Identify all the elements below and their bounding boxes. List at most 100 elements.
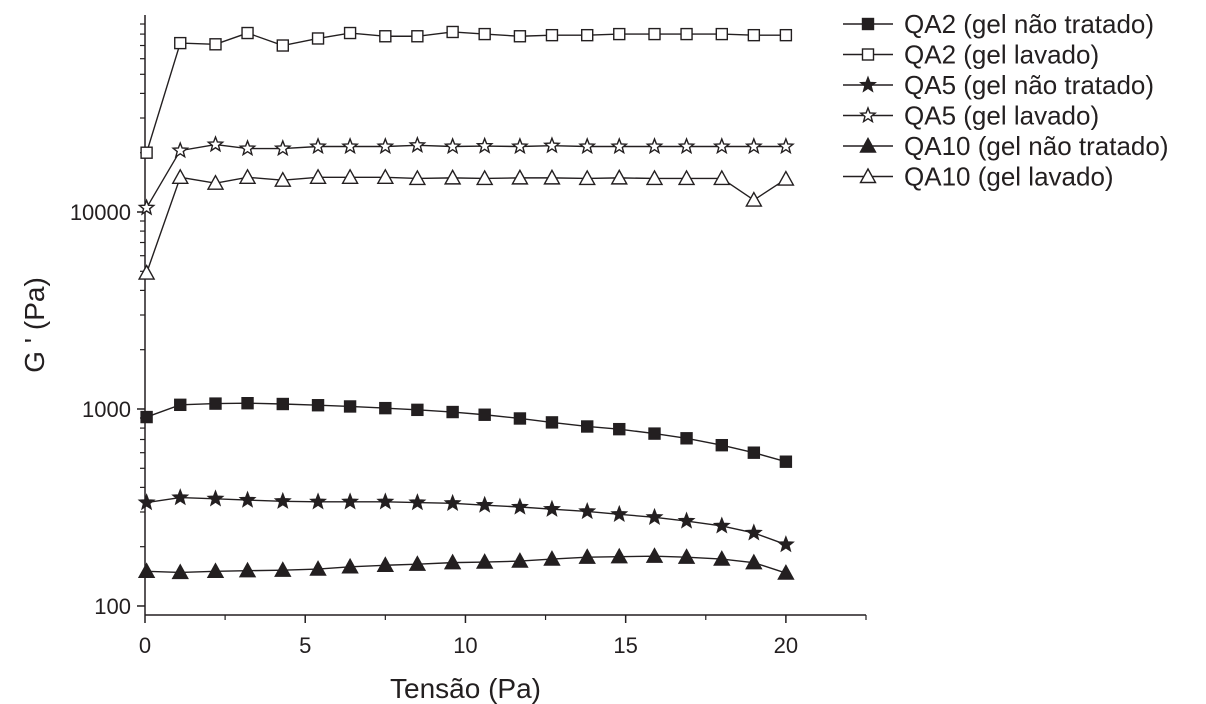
data-point xyxy=(744,137,763,155)
data-point xyxy=(379,401,392,415)
data-point xyxy=(376,492,395,510)
legend-entry: QA2 (gel não tratado) xyxy=(843,9,1154,39)
data-point xyxy=(713,169,731,186)
axis-ticks: 0 5 10 15 20 100 1000 10000 xyxy=(70,23,867,658)
legend-entry: QA5 (gel não tratado) xyxy=(843,70,1154,100)
data-point xyxy=(543,168,561,185)
data-point xyxy=(411,403,424,417)
legend-entry: QA10 (gel lavado) xyxy=(843,162,1114,192)
data-point xyxy=(171,488,190,506)
legend-label: QA10 (gel não tratado) xyxy=(904,131,1169,161)
data-point xyxy=(238,561,257,578)
data-point xyxy=(776,137,795,155)
data-point xyxy=(712,516,731,534)
data-point xyxy=(513,412,527,425)
data-point xyxy=(715,27,728,41)
series-1 xyxy=(140,25,793,159)
data-point xyxy=(341,137,360,155)
data-point xyxy=(677,169,696,186)
data-point xyxy=(745,553,763,570)
data-point xyxy=(140,146,153,159)
plot-area: 0 5 10 15 20 100 1000 10000 xyxy=(70,15,867,658)
data-point xyxy=(311,32,325,45)
data-point xyxy=(137,493,156,511)
data-point xyxy=(680,27,693,41)
data-point xyxy=(341,168,359,185)
data-point xyxy=(610,547,628,564)
data-point xyxy=(779,28,793,42)
data-point xyxy=(648,27,661,41)
data-point xyxy=(341,557,359,574)
data-point xyxy=(274,171,292,187)
legend-marker xyxy=(859,137,877,153)
data-point xyxy=(613,27,626,41)
legend-entry: QA10 (gel não tratado) xyxy=(843,131,1169,161)
legend-marker xyxy=(861,17,875,31)
legend-entry: QA2 (gel lavado) xyxy=(843,40,1099,70)
data-point xyxy=(238,490,257,508)
data-point xyxy=(446,405,459,419)
series-3 xyxy=(137,135,795,216)
data-point xyxy=(745,191,763,207)
data-point xyxy=(680,432,693,445)
data-point xyxy=(511,168,529,185)
data-point xyxy=(510,137,529,155)
data-point xyxy=(140,410,153,424)
data-point xyxy=(376,168,395,185)
data-point xyxy=(747,446,761,459)
data-point xyxy=(443,168,462,185)
series-line xyxy=(146,555,787,574)
series-0 xyxy=(140,397,793,468)
data-point xyxy=(645,507,664,525)
legend-label: QA2 (gel não tratado) xyxy=(904,9,1154,39)
data-point xyxy=(677,511,696,529)
data-point xyxy=(777,170,795,186)
data-point xyxy=(475,495,494,513)
data-point xyxy=(171,141,190,159)
data-point xyxy=(443,553,462,570)
data-point xyxy=(610,168,628,185)
data-point xyxy=(712,137,731,155)
data-point xyxy=(581,420,594,433)
series-4 xyxy=(137,547,795,580)
series-layer xyxy=(137,25,795,580)
data-point xyxy=(174,398,187,412)
legend-label: QA5 (gel não tratado) xyxy=(904,70,1154,100)
data-point xyxy=(376,556,395,572)
data-point xyxy=(343,400,357,413)
data-point xyxy=(744,523,763,541)
data-point xyxy=(513,30,527,43)
data-point xyxy=(241,397,254,410)
series-line xyxy=(145,31,786,153)
data-point xyxy=(542,136,561,154)
data-point xyxy=(309,560,327,576)
data-point xyxy=(408,493,427,511)
data-point xyxy=(309,492,328,510)
series-5 xyxy=(137,168,795,280)
data-point xyxy=(578,548,596,564)
legend-marker xyxy=(859,106,877,124)
data-point xyxy=(578,501,597,520)
data-point xyxy=(209,397,222,410)
data-point xyxy=(276,397,289,411)
data-point xyxy=(713,550,731,566)
data-point xyxy=(645,547,664,563)
y-tick-label: 1000 xyxy=(82,397,131,422)
data-point xyxy=(206,489,225,507)
data-point xyxy=(581,28,594,42)
legend-entry: QA5 (gel lavado) xyxy=(843,101,1099,131)
data-point xyxy=(273,139,292,157)
data-point xyxy=(206,562,225,578)
series-2 xyxy=(137,488,795,553)
data-point xyxy=(408,169,427,186)
data-point xyxy=(446,25,459,39)
legend-marker xyxy=(861,48,875,61)
data-point xyxy=(777,564,795,580)
data-point xyxy=(475,136,494,154)
data-point xyxy=(206,174,225,190)
data-point xyxy=(645,137,664,155)
series-line xyxy=(145,176,787,274)
data-point xyxy=(443,493,462,511)
data-point xyxy=(613,422,626,436)
